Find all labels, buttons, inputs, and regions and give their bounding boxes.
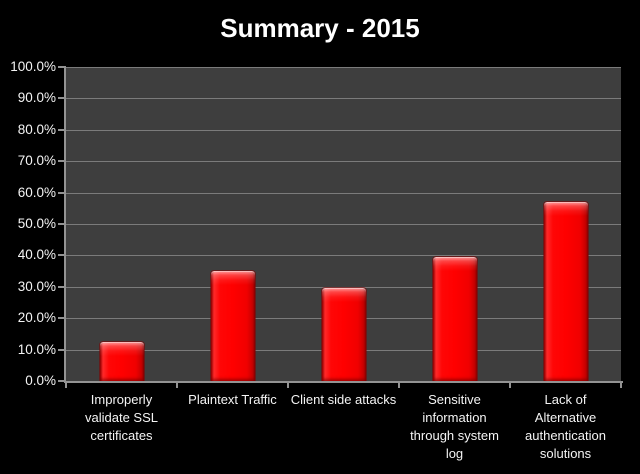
y-axis-tick-label: 0.0% bbox=[25, 373, 56, 388]
x-axis-category-label: Lack of Alternative authentication solut… bbox=[525, 392, 606, 461]
y-axis-tick bbox=[58, 97, 64, 100]
y-axis-tick-label: 30.0% bbox=[17, 278, 56, 294]
x-axis-line bbox=[64, 381, 623, 383]
y-axis-tick-label: 70.0% bbox=[17, 153, 56, 169]
y-axis-tick bbox=[58, 66, 64, 68]
y-gridline bbox=[66, 67, 621, 68]
x-axis-category-label: Plaintext Traffic bbox=[188, 392, 277, 407]
y-gridline bbox=[66, 286, 621, 288]
y-axis-tick bbox=[58, 285, 64, 288]
x-axis-tick bbox=[620, 383, 622, 388]
x-axis-tick bbox=[65, 383, 67, 388]
y-axis-tick bbox=[58, 380, 64, 382]
y-axis-tick-label: 40.0% bbox=[17, 247, 56, 263]
x-axis-category-label: Improperly validate SSL certificates bbox=[85, 392, 158, 443]
chart-title: Summary - 2015 bbox=[220, 13, 420, 43]
y-axis-tick-label: 10.0% bbox=[17, 341, 56, 357]
y-gridline bbox=[66, 129, 621, 131]
y-axis-tick bbox=[58, 128, 64, 131]
bar bbox=[320, 287, 367, 382]
y-gridline bbox=[66, 98, 621, 100]
y-axis-tick bbox=[58, 223, 64, 225]
x-axis-category-label: Sensitive information through system log bbox=[410, 392, 499, 461]
bar bbox=[431, 255, 478, 383]
y-axis-tick-label: 100.0% bbox=[10, 59, 56, 74]
y-axis-tick bbox=[58, 348, 64, 351]
bar bbox=[209, 270, 256, 382]
y-axis-tick-label: 90.0% bbox=[17, 90, 56, 106]
x-axis-tick bbox=[398, 383, 400, 388]
x-axis-tick bbox=[509, 383, 511, 388]
y-axis-tick-label: 60.0% bbox=[17, 184, 56, 200]
y-axis-tick-label: 20.0% bbox=[17, 310, 56, 326]
y-gridline bbox=[66, 255, 621, 257]
x-axis-tick bbox=[287, 383, 289, 388]
plot-area bbox=[66, 67, 621, 383]
y-gridline bbox=[66, 161, 621, 163]
y-axis-tick-label: 80.0% bbox=[17, 121, 56, 137]
y-axis-tick bbox=[58, 191, 64, 194]
y-gridline bbox=[66, 192, 621, 194]
y-axis-tick bbox=[58, 254, 64, 257]
x-axis-category-label: Client side attacks bbox=[290, 392, 397, 407]
y-axis-line bbox=[64, 66, 66, 383]
y-axis-tick-label: 50.0% bbox=[17, 216, 56, 231]
x-axis-tick bbox=[176, 383, 178, 388]
y-axis-tick bbox=[58, 160, 64, 163]
y-axis-tick bbox=[58, 317, 64, 320]
bar bbox=[98, 340, 145, 383]
bar bbox=[542, 201, 589, 382]
y-gridline bbox=[66, 224, 621, 225]
